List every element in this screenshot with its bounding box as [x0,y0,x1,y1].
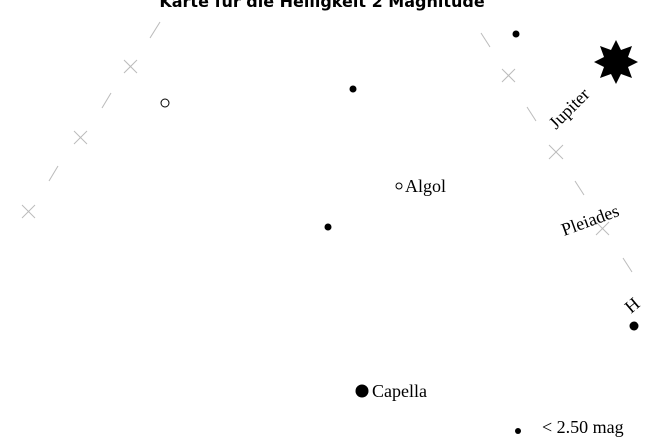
track-dash [101,92,112,109]
star [349,85,357,93]
track-dash [526,106,537,122]
track-dash [48,165,59,182]
left-track [21,21,161,219]
star [324,223,332,231]
algol-star [395,182,403,190]
track-dash [149,21,161,39]
star-burst-icon [594,40,638,84]
map-title: Karte für die Helligkeit 2 Magnitude [159,0,484,11]
track-cross [501,68,516,83]
track-cross [73,130,88,145]
star [629,321,639,331]
legend-star [515,428,521,434]
track-dash [622,257,633,273]
algol-label: Algol [405,176,446,196]
track-cross [21,204,36,219]
capella-star [355,384,369,398]
track-dash [480,32,491,48]
track-cross [595,221,610,236]
open-star [160,98,170,108]
track-dash [574,180,585,196]
capella-label: Capella [372,381,427,401]
right-track [480,32,633,273]
legend: < 2.50 mag [515,417,624,437]
track-cross [548,144,564,160]
track-cross [123,59,138,74]
star [512,30,520,38]
legend-text: < 2.50 mag [542,417,624,437]
